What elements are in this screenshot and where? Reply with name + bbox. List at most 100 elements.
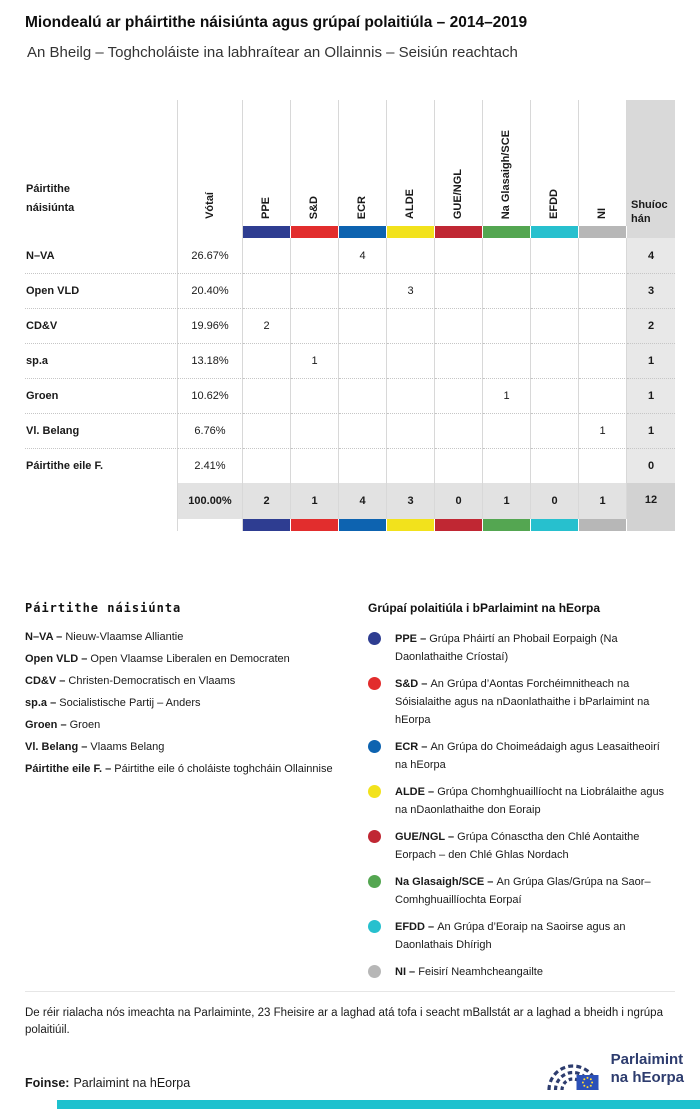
total-group-seats-cell: 3 xyxy=(387,483,435,519)
group-seats-cell xyxy=(243,238,291,273)
group-legend-item: Na Glasaigh/SCE – An Grúpa Glas/Grúpa na… xyxy=(368,873,674,909)
party-legend-item: N–VA – Nieuw-Vlaamse Alliantie xyxy=(25,631,184,643)
group-legend-item: S&D – An Grúpa d’Aontas Forchéimnitheach… xyxy=(368,675,674,729)
group-seats-cell: 3 xyxy=(387,273,435,308)
total-group-seats-cell: 1 xyxy=(579,483,627,519)
group-color-bar xyxy=(339,519,387,531)
group-seats-cell xyxy=(579,238,627,273)
total-group-seats-cell: 2 xyxy=(243,483,291,519)
party-name-cell: Groen xyxy=(25,378,178,413)
group-seats-cell xyxy=(579,273,627,308)
total-seats-cell: 12 xyxy=(627,483,675,531)
total-group-seats-cell: 1 xyxy=(483,483,531,519)
group-color-bar xyxy=(483,519,531,531)
group-seats-cell xyxy=(387,238,435,273)
group-seats-cell: 1 xyxy=(579,413,627,448)
source-text: Parlaimint na hEorpa xyxy=(73,1076,191,1090)
group-color-dot xyxy=(368,965,381,978)
group-color-bar xyxy=(291,519,339,531)
party-legend-item: CD&V – Christen-Democratisch en Vlaams xyxy=(25,675,236,687)
group-color-dot xyxy=(368,785,381,798)
group-seats-cell: 2 xyxy=(243,308,291,343)
group-seats-cell xyxy=(387,378,435,413)
group-seats-cell xyxy=(483,308,531,343)
party-legend-item: Páirtithe eile F. – Páirtithe eile ó cho… xyxy=(25,763,333,775)
group-color-bar xyxy=(435,226,483,238)
group-legend-list: PPE – Grúpa Pháirtí an Phobail Eorpaigh … xyxy=(368,630,674,981)
group-seats-cell xyxy=(531,343,579,378)
group-color-dot xyxy=(368,677,381,690)
seats-total-cell: 4 xyxy=(627,238,675,273)
group-seats-cell xyxy=(339,308,387,343)
total-group-seats-cell: 0 xyxy=(531,483,579,519)
group-legend-item: GUE/NGL – Grúpa Cónasctha den Chlé Aonta… xyxy=(368,828,674,864)
header-bar-spacer xyxy=(25,226,178,238)
group-seats-cell xyxy=(579,378,627,413)
source-label: Foinse: xyxy=(25,1076,70,1090)
group-seats-cell xyxy=(579,308,627,343)
group-color-bar xyxy=(387,226,435,238)
hemicycle-icon xyxy=(547,1064,599,1091)
votes-column-header: Vótaí xyxy=(178,100,243,226)
group-seats-cell xyxy=(387,448,435,483)
group-seats-cell xyxy=(531,413,579,448)
header-bar-spacer xyxy=(178,226,243,238)
ep-logo: Parlaimint na hEorpa xyxy=(546,1046,684,1092)
group-seats-cell xyxy=(483,448,531,483)
group-seats-cell xyxy=(291,448,339,483)
page-title: Miondealú ar pháirtithe náisiúnta agus g… xyxy=(25,14,528,31)
group-legend-item: ECR – An Grúpa do Choimeádaigh agus Leas… xyxy=(368,738,674,774)
party-legend-title: Páirtithe náisiúnta xyxy=(25,601,182,615)
group-column-header-ALDE: ALDE xyxy=(387,100,435,226)
group-column-header-NI: NI xyxy=(579,100,627,226)
party-name-cell: Páirtithe eile F. xyxy=(25,448,178,483)
group-seats-cell xyxy=(435,308,483,343)
group-seats-cell xyxy=(387,413,435,448)
votes-cell: 6.76% xyxy=(178,413,243,448)
group-color-bar xyxy=(531,519,579,531)
eu-flag-icon xyxy=(576,1075,599,1090)
group-color-dot xyxy=(368,920,381,933)
total-group-seats-cell: 1 xyxy=(291,483,339,519)
party-name-cell: CD&V xyxy=(25,308,178,343)
group-seats-cell xyxy=(435,413,483,448)
party-name-cell: N–VA xyxy=(25,238,178,273)
group-seats-cell: 1 xyxy=(483,378,531,413)
group-legend: Grúpaí polaitiúla i bParlaimint na hEorp… xyxy=(368,601,674,990)
group-legend-title: Grúpaí polaitiúla i bParlaimint na hEorp… xyxy=(368,601,601,615)
total-row-spacer xyxy=(25,483,178,519)
group-column-header-S-D: S&D xyxy=(291,100,339,226)
group-seats-cell xyxy=(531,378,579,413)
seats-total-cell: 1 xyxy=(627,378,675,413)
group-color-dot xyxy=(368,830,381,843)
party-legend-item: Groen – Groen xyxy=(25,719,101,731)
group-seats-cell xyxy=(243,413,291,448)
results-table: Páirtithe náisiúnta Vótaí PPE S&D ECR ALDE GUE/… xyxy=(25,100,675,531)
footnote: De réir rialacha nós imeachta na Parlaim… xyxy=(25,991,675,1039)
group-color-dot xyxy=(368,875,381,888)
group-seats-cell xyxy=(531,273,579,308)
group-seats-cell: 1 xyxy=(291,343,339,378)
party-legend-list: N–VA – Nieuw-Vlaamse Alliantie Open VLD –… xyxy=(25,629,347,778)
group-seats-cell xyxy=(483,413,531,448)
votes-cell: 19.96% xyxy=(178,308,243,343)
group-color-bar xyxy=(435,519,483,531)
total-bar-spacer xyxy=(25,519,178,531)
party-name-cell: Open VLD xyxy=(25,273,178,308)
source-line: Foinse: Parlaimint na hEorpa xyxy=(25,1076,190,1090)
group-column-header-GUE-NGL: GUE/NGL xyxy=(435,100,483,226)
page-subtitle: An Bheilg – Toghcholáiste ina labhraítea… xyxy=(27,44,518,61)
group-seats-cell xyxy=(243,273,291,308)
total-group-seats-cell: 4 xyxy=(339,483,387,519)
ep-logo-wordmark: Parlaimint na hEorpa xyxy=(611,1051,684,1087)
ep-logo-line2: na hEorpa xyxy=(610,1069,684,1086)
group-column-header-PPE: PPE xyxy=(243,100,291,226)
group-seats-cell xyxy=(483,273,531,308)
party-name-cell: Vl. Belang xyxy=(25,413,178,448)
group-seats-cell xyxy=(291,308,339,343)
group-color-bar xyxy=(387,519,435,531)
group-seats-cell xyxy=(291,413,339,448)
group-seats-cell xyxy=(483,343,531,378)
group-legend-item: EFDD – An Grúpa d’Eoraip na Saoirse agus… xyxy=(368,918,674,954)
group-color-bar xyxy=(339,226,387,238)
